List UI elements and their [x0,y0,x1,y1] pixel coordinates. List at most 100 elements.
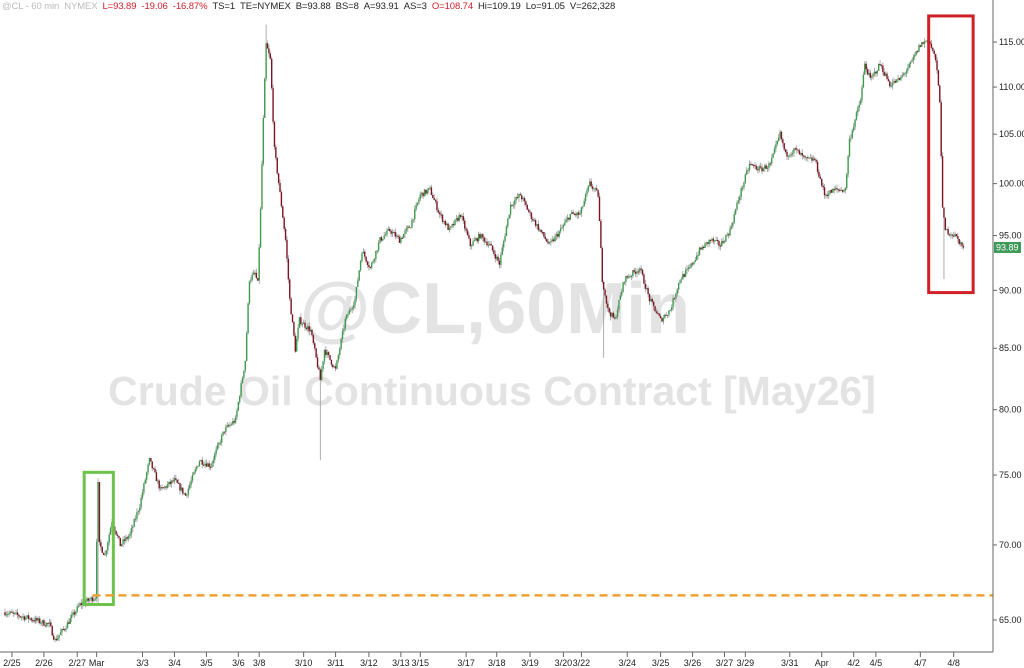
candle-body [139,507,141,512]
candle-body [341,331,344,339]
candle [194,466,196,475]
candle-body [44,625,46,627]
candle-body [771,157,773,164]
candle [170,480,173,488]
candle-body [180,487,183,491]
candle-body [696,255,698,260]
candle [47,622,49,628]
candle-body [839,189,841,191]
candle-body [12,612,15,614]
candle-body [404,230,406,235]
candle-body [416,202,419,205]
candle-body [200,460,202,462]
candle [486,238,488,247]
candle-body [30,618,33,621]
candle-body [257,278,259,281]
candle-body [27,615,30,620]
candle [777,134,780,143]
candle-body [609,312,612,317]
candle [902,72,905,77]
y-tick-label: 110.00 [999,82,1024,92]
candle [687,264,690,272]
candle [708,239,710,247]
candle [59,628,62,636]
candle-body [140,497,142,508]
candle-body [197,466,199,468]
candle [62,626,65,631]
candle-body [148,457,151,465]
candle [347,311,349,318]
candle-body [107,542,109,551]
candle-body [276,157,278,174]
candle-body [547,241,549,244]
candle-body [902,73,905,76]
candle-body [469,238,472,246]
candle [633,267,635,275]
candle-body [723,241,726,243]
candle-body [339,348,341,356]
candle [582,205,584,210]
candle-body [583,200,585,207]
candle-body [157,480,159,482]
candle-body [705,242,708,244]
candle-body [368,264,370,268]
x-tick-label: 2/25 [3,658,21,668]
x-tick-label: 3/29 [737,658,755,668]
candle [711,237,713,244]
candle-body [625,276,627,283]
candle [190,476,192,488]
candle [450,225,452,231]
candle [521,193,523,203]
candle [852,123,855,133]
candle [405,225,408,234]
candle [797,149,799,153]
candle [240,380,242,398]
candle [177,479,180,484]
candle [818,169,820,179]
candle [77,602,80,608]
candle-body [343,328,345,332]
candle-body [243,370,245,378]
candle [258,244,260,285]
candle-body [761,167,763,172]
candle-body [477,234,480,242]
candle-body [668,310,670,315]
candle-body [866,69,869,75]
candle-body [947,229,949,235]
candle-body [636,271,638,274]
candle-body [314,343,316,349]
candle [884,71,887,77]
candle-body [76,606,78,612]
candle-body [869,72,872,78]
candle [623,281,626,285]
x-axis: 2/25 2/26 2/27 Mar 3/3 3/4 3/5 3/6 3/8 3/10 3/11 3/… [3,652,960,668]
candle-body [572,212,574,214]
candle-body [821,178,823,186]
candle [139,503,141,515]
candle [73,609,76,619]
candle [751,163,753,166]
candle-body [918,45,920,52]
candle-body [523,198,526,202]
candle-body [594,188,597,190]
candle-body [312,335,315,344]
candle [807,155,809,162]
candle-body [337,355,340,361]
candle [680,276,683,284]
candle-body [932,47,934,51]
candle [305,326,308,331]
candle [302,319,305,325]
candle-body [701,246,703,250]
candle-body [187,488,190,495]
candle-body [50,622,52,627]
candle-body [250,279,252,282]
y-tick-label: 80.00 [999,405,1022,415]
candle-body [472,241,474,246]
candle-body [97,482,99,542]
candle-body [666,314,669,316]
candle [268,44,270,57]
candle [602,280,605,358]
candle-body [896,79,898,83]
candle-body [58,635,60,638]
candle [571,210,573,215]
